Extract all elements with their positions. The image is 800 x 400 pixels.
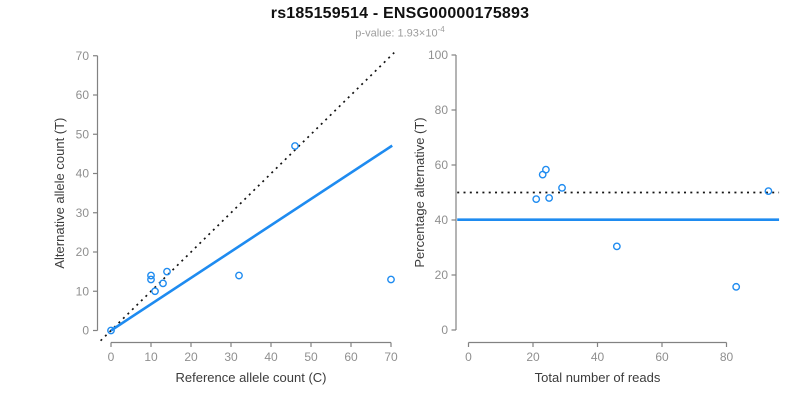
percentage-vs-reads-scatter-x-tick-label: 40: [591, 350, 605, 364]
percentage-vs-reads-scatter-y-tick-label: 60: [435, 158, 449, 172]
percentage-vs-reads-scatter-x-tick-label: 20: [526, 350, 540, 364]
percentage-vs-reads-scatter-x-axis-title: Total number of reads: [535, 370, 661, 385]
percentage-vs-reads-scatter-y-tick-label: 0: [441, 323, 448, 337]
percentage-vs-reads-scatter-y-tick-label: 20: [435, 268, 449, 282]
pvalue-exponent: -4: [437, 25, 445, 34]
page-subtitle: p-value: 1.93×10-4: [0, 25, 800, 40]
allele-count-scatter-data-point: [235, 271, 243, 280]
percentage-vs-reads-scatter-x-tick-label: 80: [720, 350, 734, 364]
allele-count-scatter-x-tick-label: 20: [184, 350, 198, 364]
page-title: rs185159514 - ENSG00000175893: [270, 5, 530, 22]
allele-count-scatter-x-tick-label: 0: [108, 350, 115, 364]
percentage-vs-reads-scatter-y-axis-title: Percentage alternative (T): [412, 117, 427, 267]
allele-count-scatter-y-tick-label: 70: [76, 49, 90, 63]
allele-count-scatter-x-tick-label: 40: [264, 350, 278, 364]
fit-line-slope-0.67: [110, 144, 393, 332]
allele-count-scatter-x-tick-label: 50: [304, 350, 318, 364]
allele-count-scatter-data-point: [163, 267, 171, 276]
allele-count-scatter-y-tick-label: 0: [82, 324, 89, 338]
allele-count-scatter-y-tick-label: 20: [76, 245, 90, 259]
percentage-vs-reads-scatter-data-point: [612, 242, 621, 251]
percentage-vs-reads-scatter-x-tick-label: 0: [465, 350, 472, 364]
allele-count-scatter-y-tick-label: 40: [76, 167, 90, 181]
allele-count-scatter-data-point: [151, 287, 159, 296]
allele-count-scatter-y-tick-label: 50: [76, 127, 90, 141]
pvalue-text: p-value: 1.93×10: [355, 27, 438, 40]
allele-count-scatter-x-tick-label: 70: [384, 350, 398, 364]
percentage-vs-reads-scatter-data-point: [558, 183, 566, 192]
identity-line-y-equals-x: [100, 52, 395, 342]
allele-count-scatter-y-tick-label: 60: [76, 88, 90, 102]
allele-count-scatter-data-point: [291, 142, 299, 150]
allele-count-scatter-y-tick-label: 30: [76, 206, 90, 220]
allele-count-scatter-data-point: [147, 271, 155, 280]
allele-count-scatter-y-axis-title: Alternative allele count (T): [52, 118, 67, 269]
allele-count-scatter-x-axis-title: Reference allele count (C): [175, 370, 326, 385]
percentage-vs-reads-scatter-y-tick-label: 40: [435, 213, 449, 227]
percentage-vs-reads-scatter-x-tick-label: 60: [655, 350, 669, 364]
percentage-vs-reads-scatter-y-tick-label: 100: [428, 48, 448, 62]
percentage-vs-reads-scatter-data-point: [764, 187, 773, 196]
percentage-vs-reads-scatter-y-tick-label: 80: [435, 103, 449, 117]
percentage-vs-reads-scatter-data-point: [542, 165, 550, 174]
allele-count-scatter-data-point: [107, 326, 115, 335]
allele-count-scatter-x-tick-label: 10: [144, 350, 158, 364]
allele-count-scatter-y-tick-label: 10: [76, 284, 90, 298]
allele-count-scatter-data-point: [387, 275, 395, 284]
percentage-vs-reads-scatter-data-point: [732, 282, 741, 291]
percentage-vs-reads-scatter-data-point: [545, 194, 554, 202]
allele-count-scatter-x-tick-label: 60: [344, 350, 358, 364]
allele-count-scatter-data-point: [147, 275, 155, 284]
allele-count-scatter-x-tick-label: 30: [224, 350, 238, 364]
percentage-vs-reads-scatter-data-point: [532, 195, 541, 204]
allele-count-scatter-data-point: [159, 279, 167, 288]
